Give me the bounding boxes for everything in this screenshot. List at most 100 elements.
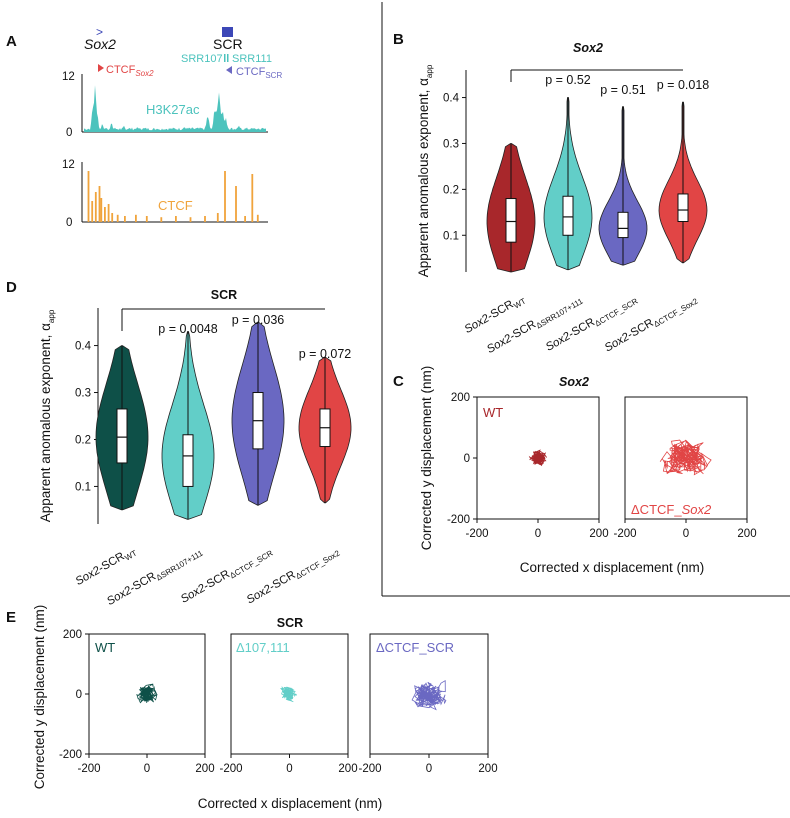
category-label: Sox2-SCRΔSRR107+111: [485, 292, 585, 358]
y-axis-label-sub: app: [47, 309, 56, 323]
h3k27ac-track-label: H3K27ac: [146, 102, 200, 117]
series-label-dctcf-sox2: ΔCTCF_Sox2: [631, 502, 712, 517]
y-axis-label-main: Apparent anomalous exponent, α: [416, 78, 431, 277]
p-value-label: p = 0.018: [657, 78, 710, 92]
x-tick-label: -200: [77, 763, 100, 775]
category-label-sub: WT: [123, 548, 138, 562]
ctcf-peak-bar: [224, 171, 226, 222]
h3k27ac-ymin: 0: [66, 127, 72, 139]
category-label-main: -SCR: [485, 298, 515, 322]
srr111-marker: [227, 54, 229, 62]
ctcf-peak-bar: [124, 216, 126, 222]
sox2-gene-arrow: >: [96, 25, 103, 39]
category-label-main: -SCR: [128, 570, 158, 594]
panel-b-violin: Sox2 0.1 0.2 0.3 0.4 Apparent anomalous expo…: [416, 41, 710, 358]
ctcf-peak-bar: [107, 204, 110, 222]
x-tick-label: 200: [478, 763, 497, 775]
violin-box: [116, 408, 128, 464]
y-axis-label: Apparent anomalous exponent, αapp: [416, 64, 434, 277]
category-label-main: -SCR: [202, 568, 232, 592]
series-label: WT: [95, 640, 115, 655]
category-label: Sox2-SCRΔCTCF_SCR: [544, 292, 640, 355]
violin-box: [182, 434, 194, 487]
trajectory-path: [659, 439, 712, 476]
ctcf-track: [87, 171, 259, 222]
ctcf-peak-bar: [94, 192, 97, 222]
category-label-sub: ΔCTCF_Sox2: [294, 548, 342, 581]
scr-region-marker: [222, 27, 233, 37]
h3k27ac-track: [84, 85, 266, 132]
ctcf-peak-bar: [98, 186, 101, 222]
y-tick-label: -200: [59, 749, 82, 761]
y-tick-label: 0: [464, 453, 470, 465]
p-value-label: p = 0.51: [600, 83, 646, 97]
ctcf-ymin: 0: [66, 217, 72, 229]
y-tick-label: 0.2: [75, 434, 91, 446]
ctcf-peak-bar: [251, 174, 254, 222]
violin-box: [617, 211, 629, 239]
y-tick-label: 0.3: [443, 138, 459, 150]
ctcf-peak-bar: [145, 216, 148, 222]
category-label-sub: ΔSRR107+111: [155, 548, 205, 582]
ctcf-track-label: CTCF: [158, 198, 193, 213]
ctcf-peak-bar: [87, 171, 90, 222]
x-axis-label: Corrected x displacement (nm): [520, 560, 705, 575]
category-label-main: -SCR: [625, 317, 655, 341]
y-tick-label: 0.4: [443, 93, 460, 105]
ctcf-sox2-label: CTCFSox2: [106, 64, 154, 78]
category-label-sub: ΔCTCF_Sox2: [652, 296, 700, 329]
ctcf-peak-bar: [135, 214, 137, 222]
y-tick-label: 0.1: [75, 481, 91, 493]
series-label-wt: WT: [483, 405, 503, 420]
series-label: Δ107,111: [236, 640, 290, 655]
ctcf-peak-bar: [116, 214, 119, 222]
category-label-sub: ΔCTCF_SCR: [228, 548, 274, 580]
p-value-label: p = 0.0048: [158, 322, 217, 336]
panel-label-b: B: [393, 31, 404, 48]
ctcf-peak-bar: [244, 216, 246, 222]
violin-box: [677, 193, 689, 222]
ctcf-peak-bar: [216, 213, 219, 222]
srr111-label: SRR111: [232, 53, 272, 65]
trajectory-path: [136, 683, 158, 704]
trajectory-path: [528, 449, 548, 467]
category-label-sub: WT: [512, 296, 527, 310]
ctcf-peak-bar: [189, 217, 192, 222]
trajectory-path: [280, 686, 298, 703]
y-tick-label: 0.2: [443, 184, 459, 196]
x-tick-label: 0: [144, 763, 150, 775]
y-tick-label: 0.4: [75, 341, 92, 353]
ctcf-ymax: 12: [62, 159, 75, 171]
category-label-main: -SCR: [567, 316, 597, 340]
category-label-main: -SCR: [96, 550, 126, 574]
y-axis-label: Corrected y displacement (nm): [32, 605, 47, 790]
ctcf-peak-bar: [235, 186, 237, 222]
sox2-gene-label: Sox2: [84, 36, 116, 52]
scr-region-label: SCR: [213, 36, 243, 52]
category-label-sub: ΔCTCF_SCR: [593, 296, 639, 328]
y-axis-label: Apparent anomalous exponent, αapp: [38, 309, 56, 522]
y-tick-label: 200: [63, 629, 82, 641]
y-axis-label-sub: app: [425, 64, 434, 78]
x-tick-label: 0: [535, 528, 541, 540]
panel-label-a: A: [6, 33, 17, 50]
p-value-label: p = 0.036: [232, 313, 285, 327]
h3k27ac-signal-area: [84, 85, 266, 132]
ctcf-peak-bar: [160, 217, 163, 222]
ctcf-peak-bar: [204, 216, 206, 222]
ctcf-sox2-arrow-icon: [98, 64, 104, 72]
x-tick-label: -200: [465, 528, 488, 540]
ctcf-peak-bar: [100, 198, 103, 222]
trajectory-path: [411, 680, 447, 711]
ctcf-scr-arrow-icon: [226, 66, 232, 74]
x-tick-label: 0: [426, 763, 432, 775]
h3k27ac-ymax: 12: [62, 71, 75, 83]
ctcf-peak-bar: [104, 207, 106, 222]
srr107-marker: [224, 54, 226, 62]
ctcf-peak-bar: [175, 216, 177, 222]
y-tick-label: 0: [76, 689, 82, 701]
panel-a-tracks: > Sox2 SCR SRR107 SRR111 CTCFSox2 CTCFSC…: [62, 25, 282, 229]
